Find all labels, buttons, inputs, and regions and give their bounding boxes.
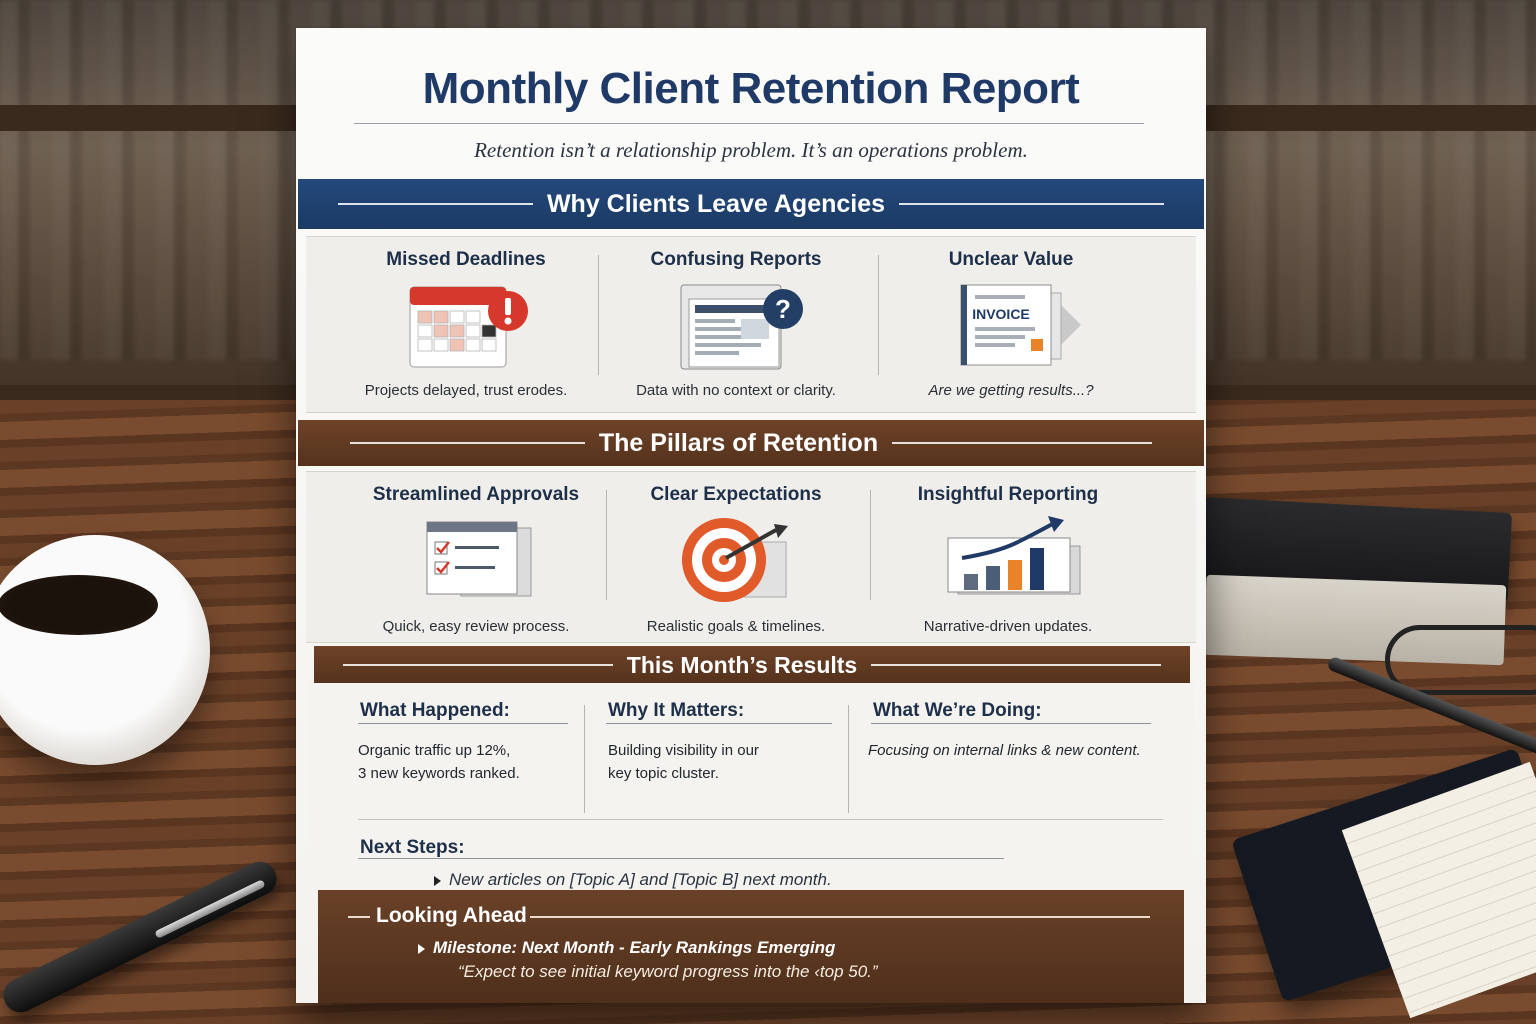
reason-caption: Projects delayed, trust erodes. [364,382,568,399]
why-it-matters-text: Building visibility in our key topic clu… [608,742,759,782]
reason-confusing-reports: Confusing Reports ? Data with no context… [596,237,876,412]
bullet-arrow-icon [418,943,425,954]
coffee-cup [0,535,210,765]
report-sheet: Monthly Client Retention Report Retentio… [296,28,1206,1003]
pillar-streamlined-approvals: Streamlined Approvals Quick, easy review… [336,472,616,642]
why-section-panel: Missed Deadlines Projects delayed, trust… [306,236,1196,413]
reason-missed-deadlines: Missed Deadlines Projects delayed, trust… [326,237,606,412]
pillar-clear-expectations: Clear Expectations Realistic goals & tim… [596,472,876,642]
pillars-section-panel: Streamlined Approvals Quick, easy review… [306,471,1196,643]
what-were-doing-text: Focusing on internal links & new content… [868,742,1141,759]
column-divider [598,255,599,375]
what-happened-text: Organic traffic up 12%, 3 new keywords r… [358,742,520,782]
report-question-icon: ? [680,284,803,370]
results-section-header: This Month’s Results [314,646,1190,684]
invoice-icon: INVOICE [960,284,1081,366]
reason-title: Missed Deadlines [386,249,546,270]
report-subtitle: Retention isn’t a relationship problem. … [474,138,1028,162]
coffee [0,575,158,635]
bullet-arrow-icon [434,875,441,886]
column-divider [606,490,607,600]
milestone-text: Milestone: Next Month - Early Rankings E… [418,938,835,958]
looking-ahead-heading: Looking Ahead [376,904,527,927]
next-steps-label: Next Steps: [360,837,465,858]
why-it-matters-label: Why It Matters: [608,700,745,721]
pillar-title: Clear Expectations [650,484,822,505]
column-divider [878,255,879,375]
invoice-label: INVOICE [972,306,1030,322]
pillar-insightful-reporting: Insightful Reporting Narrative-driven up… [868,472,1148,642]
pillar-title: Insightful Reporting [917,484,1099,505]
what-were-doing-label: What We’re Doing: [873,700,1042,721]
target-icon [682,518,788,602]
results-panel: What Happened: Organic traffic up 12%, 3… [308,683,1194,891]
what-happened-label: What Happened: [360,700,510,721]
pillars-section-heading: The Pillars of Retention [598,428,879,457]
pillar-caption: Quick, easy review process. [382,618,570,635]
reason-caption: Data with no context or clarity. [636,382,836,399]
reason-title: Unclear Value [948,249,1074,270]
pillar-title: Streamlined Approvals [372,484,580,505]
reason-unclear-value: Unclear Value INVOICE Are we getting res… [871,237,1151,412]
why-section-header: Why Clients Leave Agencies [298,179,1204,229]
reason-caption: Are we getting results...? [928,382,1094,399]
column-divider [870,490,871,600]
growth-chart-icon [947,516,1081,595]
report-title: Monthly Client Retention Report [422,64,1080,113]
results-section-heading: This Month’s Results [626,651,858,678]
looking-ahead-panel: Looking Ahead Milestone: Next Month - Ea… [318,890,1184,1003]
checklist-icon [426,521,532,597]
pillars-section-header: The Pillars of Retention [298,420,1204,466]
column-divider [584,705,585,813]
next-steps-item: New articles on [Topic A] and [Topic B] … [434,868,832,891]
eyeglasses [1385,625,1536,695]
title-divider [354,123,1144,124]
reason-title: Confusing Reports [650,249,822,270]
calendar-alert-icon [409,286,528,368]
why-section-heading: Why Clients Leave Agencies [546,189,886,218]
column-divider [848,705,849,813]
milestone-quote: “Expect to see initial keyword progress … [458,962,878,981]
svg-text:?: ? [775,294,791,324]
pillar-caption: Realistic goals & timelines. [646,618,826,635]
pillar-caption: Narrative-driven updates. [923,618,1093,635]
